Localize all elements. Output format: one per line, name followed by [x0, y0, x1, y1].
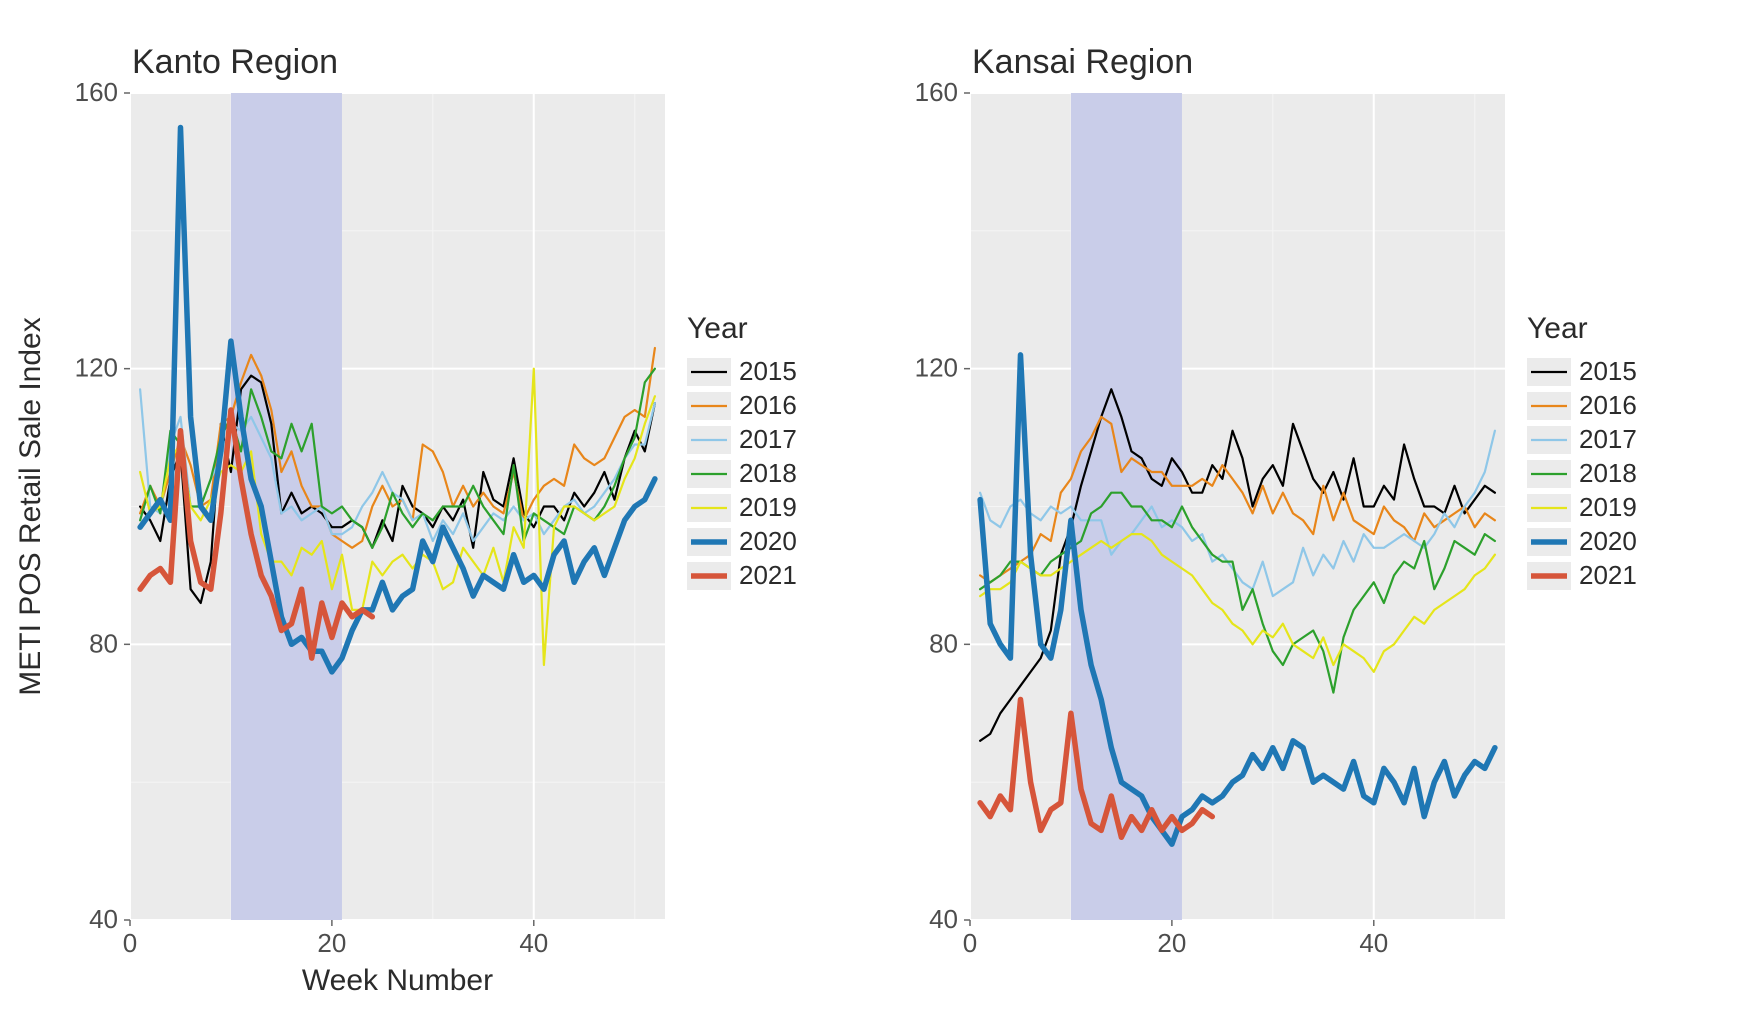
x-tick-label: 0 — [963, 928, 977, 958]
legend-label-2019: 2019 — [1579, 492, 1637, 522]
x-tick-label: 40 — [1359, 928, 1388, 958]
y-tick-label: 120 — [75, 353, 118, 383]
legend-label-2019: 2019 — [739, 492, 797, 522]
y-tick-label: 120 — [915, 353, 958, 383]
x-tick-label: 20 — [317, 928, 346, 958]
panel-title: Kanto Region — [132, 43, 338, 81]
y-tick-label: 80 — [929, 628, 958, 658]
legend-label-2016: 2016 — [1579, 390, 1637, 420]
panel-kansai: 40 80 120 160 0 20 40 Kansai Region Year 2015 2016… — [915, 43, 1637, 958]
panel-kanto: 40 80 120 160 0 20 40 Kanto Region Week Number Ye… — [75, 43, 797, 997]
legend-title: Year — [687, 312, 748, 345]
panel-title: Kansai Region — [972, 43, 1193, 81]
retail-index-chart: METI POS Retail Sale Index40801201600204… — [0, 0, 1758, 1019]
x-tick-label: 0 — [123, 928, 137, 958]
legend-label-2018: 2018 — [739, 458, 797, 488]
legend-label-2021: 2021 — [1579, 560, 1637, 590]
legend-label-2017: 2017 — [739, 424, 797, 454]
y-tick-label: 40 — [89, 904, 118, 934]
legend-label-2018: 2018 — [1579, 458, 1637, 488]
y-axis-title: METI POS Retail Sale Index — [14, 317, 47, 696]
legend-label-2016: 2016 — [739, 390, 797, 420]
x-tick-label: 20 — [1157, 928, 1186, 958]
legend-label-2020: 2020 — [739, 526, 797, 556]
legend-label-2015: 2015 — [739, 356, 797, 386]
y-tick-label: 160 — [75, 77, 118, 107]
y-tick-label: 160 — [915, 77, 958, 107]
x-axis-title: Week Number — [302, 964, 493, 997]
legend-title: Year — [1527, 312, 1588, 345]
x-tick-label: 40 — [519, 928, 548, 958]
legend-label-2015: 2015 — [1579, 356, 1637, 386]
legend: Year 2015 2016 2017 2018 2019 2020 2021 — [1527, 312, 1637, 590]
legend-label-2020: 2020 — [1579, 526, 1637, 556]
legend-label-2021: 2021 — [739, 560, 797, 590]
y-tick-label: 80 — [89, 628, 118, 658]
y-tick-label: 40 — [929, 904, 958, 934]
legend: Year 2015 2016 2017 2018 2019 2020 2021 — [687, 312, 797, 590]
legend-label-2017: 2017 — [1579, 424, 1637, 454]
highlight-band — [1071, 93, 1182, 920]
